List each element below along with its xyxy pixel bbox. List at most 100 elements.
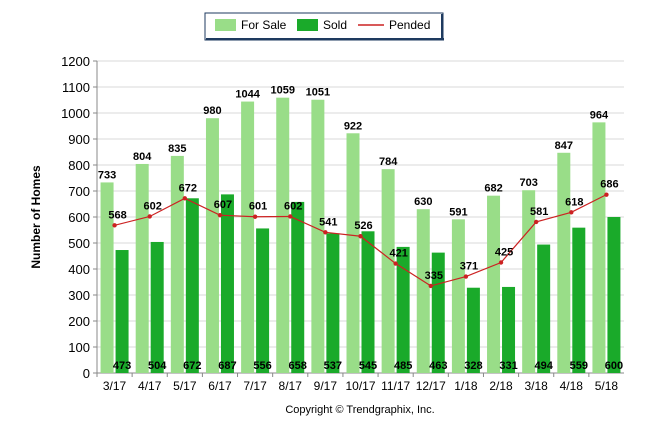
- sold-bar: [326, 233, 340, 373]
- x-tick-label: 2/18: [489, 379, 513, 393]
- for-sale-bar: [557, 152, 571, 373]
- for-sale-value-label: 804: [133, 151, 152, 163]
- sold-value-label: 545: [359, 360, 377, 372]
- y-tick-label: 300: [68, 288, 90, 303]
- for-sale-value-label: 922: [344, 120, 362, 132]
- for-sale-bar: [487, 195, 501, 373]
- for-sale-value-label: 591: [449, 206, 467, 218]
- for-sale-value-label: 835: [168, 143, 186, 155]
- sold-value-label: 331: [499, 360, 517, 372]
- sold-bar: [185, 198, 199, 373]
- x-tick-label: 6/17: [208, 379, 232, 393]
- legend-label: For Sale: [241, 18, 287, 32]
- pended-value-label: 686: [600, 179, 618, 191]
- x-tick-label: 12/17: [416, 379, 446, 393]
- for-sale-value-label: 1059: [270, 85, 294, 97]
- y-tick-label: 400: [68, 262, 90, 277]
- sold-bar: [537, 244, 551, 373]
- legend-label: Sold: [323, 18, 347, 32]
- sold-value-label: 463: [429, 360, 447, 372]
- for-sale-bar: [170, 155, 184, 373]
- pended-value-label: 371: [460, 261, 478, 273]
- sold-bar: [256, 228, 270, 373]
- sold-bar: [502, 286, 516, 373]
- pended-value-label: 421: [389, 248, 407, 260]
- x-tick-label: 7/17: [243, 379, 267, 393]
- x-tick-label: 10/17: [345, 379, 375, 393]
- data-labels: 733 473 804 504 835 672 980 687 1044 556 1059 658 10…: [98, 85, 623, 372]
- pended-value-label: 526: [354, 220, 372, 232]
- y-tick-label: 1200: [61, 54, 90, 69]
- for-sale-bar: [592, 122, 606, 373]
- y-tick-label: 900: [68, 132, 90, 147]
- sold-bar: [466, 287, 480, 373]
- sold-value-label: 687: [218, 360, 236, 372]
- x-tick-label: 4/17: [138, 379, 162, 393]
- sold-value-label: 658: [289, 360, 307, 372]
- pended-value-label: 602: [284, 200, 302, 212]
- sold-value-label: 537: [324, 360, 342, 372]
- sold-bar: [115, 250, 129, 373]
- x-tick-label: 1/18: [454, 379, 478, 393]
- sold-bar: [572, 227, 586, 373]
- for-sale-bar: [346, 133, 360, 373]
- sold-value-label: 494: [534, 360, 553, 372]
- for-sale-value-label: 1051: [306, 87, 330, 99]
- sold-bar: [150, 241, 164, 373]
- axes: [93, 60, 624, 377]
- y-tick-label: 200: [68, 314, 90, 329]
- sold-value-label: 672: [183, 360, 201, 372]
- for-sale-bar: [241, 101, 255, 373]
- legend: For Sale Sold Pended: [204, 12, 444, 41]
- legend-swatch: [297, 19, 318, 31]
- pended-point: [463, 274, 469, 279]
- pended-point: [323, 230, 328, 235]
- y-tick-label: 1000: [61, 106, 90, 121]
- pended-value-label: 672: [179, 182, 197, 194]
- x-tick-label: 5/18: [595, 379, 619, 393]
- for-sale-bar: [416, 209, 430, 373]
- for-sale-value-label: 682: [484, 183, 502, 195]
- sold-value-label: 473: [113, 360, 131, 372]
- pended-line: [112, 192, 609, 289]
- tick-labels: 0 100 200 300 400 500 600 700 800 900 1000 1100 1200…: [61, 54, 618, 393]
- pended-point: [112, 223, 117, 228]
- for-sale-bar: [522, 190, 536, 373]
- pended-point: [604, 192, 609, 197]
- y-tick-label: 800: [68, 158, 90, 173]
- y-tick-label: 500: [68, 236, 90, 251]
- pended-point: [358, 234, 363, 239]
- for-sale-bar: [451, 219, 465, 373]
- sold-value-label: 600: [605, 360, 623, 372]
- sold-value-label: 485: [394, 360, 412, 372]
- x-tick-label: 9/17: [314, 379, 338, 393]
- for-sale-value-label: 630: [414, 196, 432, 208]
- pended-point: [393, 261, 398, 266]
- x-tick-label: 5/17: [173, 379, 197, 393]
- pended-point: [217, 212, 223, 218]
- sold-value-label: 559: [570, 360, 588, 372]
- legend-shadow-right: [441, 14, 444, 40]
- x-tick-label: 8/17: [279, 379, 303, 393]
- pended-point: [498, 260, 504, 265]
- x-tick-label: 3/18: [524, 379, 548, 393]
- y-tick-label: 1100: [62, 80, 90, 95]
- sold-bar: [396, 246, 410, 373]
- pended-point: [533, 219, 539, 225]
- sold-bar: [291, 201, 305, 373]
- for-sale-value-label: 847: [555, 140, 573, 152]
- for-sale-value-label: 784: [379, 156, 398, 168]
- for-sale-value-label: 964: [590, 109, 609, 121]
- legend-box: [204, 12, 444, 41]
- for-sale-value-label: 1044: [235, 89, 260, 101]
- gridlines: [97, 60, 624, 374]
- pended-value-label: 602: [144, 200, 162, 212]
- pended-value-label: 618: [565, 196, 583, 208]
- y-axis-label: Number of Homes: [29, 165, 43, 269]
- for-sale-bar: [311, 99, 325, 374]
- for-sale-bar: [276, 97, 290, 373]
- bars: [100, 97, 621, 374]
- legend-swatch: [215, 19, 236, 31]
